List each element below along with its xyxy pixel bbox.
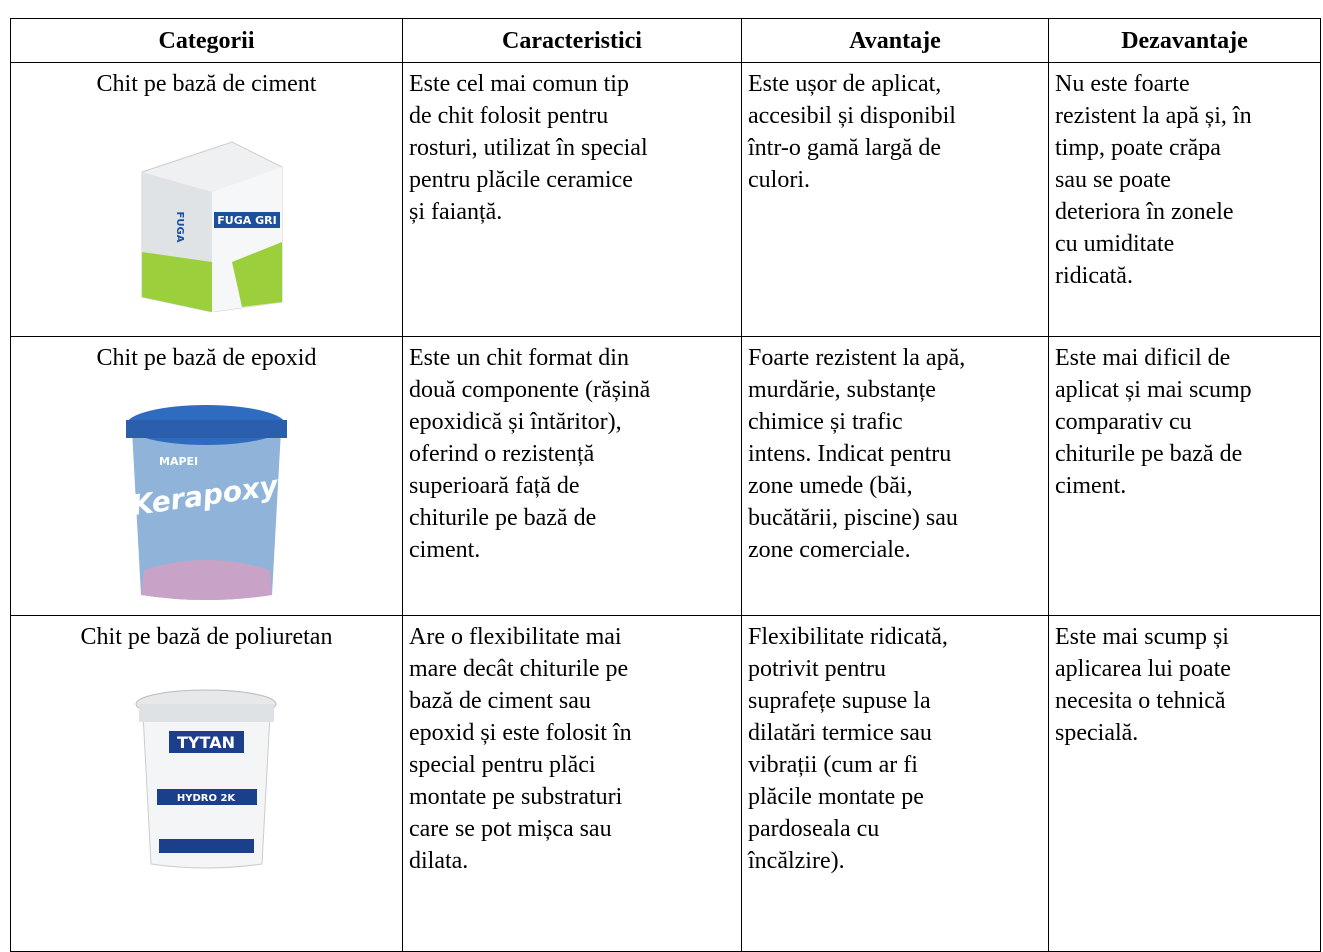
text-line: rosturi, utilizat în special: [409, 135, 648, 161]
category-cell: Chit pe bază de poliuretan TYTAN HYDRO 2…: [10, 615, 403, 952]
text-line: montate pe substraturi: [409, 784, 623, 810]
table-row: Chit pe bază de ciment FUGA GRI FUGA Est…: [10, 62, 1321, 337]
text-line: Are o flexibilitate mai: [409, 624, 622, 650]
text-line: într-o gamă largă de: [748, 135, 941, 161]
table-row: Chit pe bază de poliuretan TYTAN HYDRO 2…: [10, 615, 1321, 952]
category-name: Chit pe bază de poliuretan: [80, 624, 333, 650]
text-line: mare decât chiturile pe: [409, 656, 629, 682]
text-line: dilata.: [409, 848, 469, 874]
category-name: Chit pe bază de epoxid: [96, 345, 317, 371]
comparison-table: Categorii Caracteristici Avantaje Dezava…: [10, 18, 1321, 952]
text-line: murdărie, substanțe: [748, 377, 936, 403]
header-row: Categorii Caracteristici Avantaje Dezava…: [10, 18, 1321, 63]
text-line: două componente (rășină: [409, 377, 651, 403]
text-line: necesita o tehnică: [1055, 688, 1226, 714]
text-line: Nu este foarte: [1055, 71, 1190, 97]
product-image: TYTAN HYDRO 2K: [135, 689, 277, 869]
text-line: sau se poate: [1055, 167, 1171, 193]
text-cell: Flexibilitate ridicată, potrivit pentru su…: [741, 615, 1049, 952]
text-line: culori.: [748, 167, 810, 193]
image-text: FUGA: [174, 212, 185, 243]
text-line: ciment.: [409, 537, 481, 563]
text-line: deteriora în zonele: [1055, 199, 1234, 225]
text-line: Flexibilitate ridicată,: [748, 624, 948, 650]
text-line: comparativ cu: [1055, 409, 1192, 435]
category-name: Chit pe bază de ciment: [96, 71, 317, 97]
text-line: bază de ciment sau: [409, 688, 591, 714]
text-line: plăcile montate pe: [748, 784, 924, 810]
text-line: Este mai dificil de: [1055, 345, 1231, 371]
text-line: zone umede (băi,: [748, 473, 913, 499]
text-line: bucătării, piscine) sau: [748, 505, 958, 531]
text-line: superioară față de: [409, 473, 580, 499]
text-cell: Are o flexibilitate mai mare decât chitur…: [402, 615, 742, 952]
text-line: încălzire).: [748, 848, 845, 874]
text-line: epoxid și este folosit în: [409, 720, 632, 746]
text-line: ciment.: [1055, 473, 1127, 499]
text-line: intens. Indicat pentru: [748, 441, 952, 467]
image-text: TYTAN: [177, 733, 235, 752]
text-line: dilatări termice sau: [748, 720, 932, 746]
text-cell: Este ușor de aplicat, accesibil și dispon…: [741, 62, 1049, 337]
header-cell: Dezavantaje: [1048, 18, 1321, 63]
text-cell: Este mai scump și aplicarea lui poate nece…: [1048, 615, 1321, 952]
text-line: de chit folosit pentru: [409, 103, 609, 129]
text-line: rezistent la apă și, în: [1055, 103, 1252, 129]
product-image: FUGA GRI FUGA: [141, 141, 282, 312]
category-cell: Chit pe bază de ciment FUGA GRI FUGA: [10, 62, 403, 337]
text-line: ridicată.: [1055, 263, 1133, 289]
header-cell: Avantaje: [741, 18, 1049, 63]
text-line: suprafețe supuse la: [748, 688, 931, 714]
text-line: potrivit pentru: [748, 656, 886, 682]
text-line: special pentru plăci: [409, 752, 596, 778]
category-cell: Chit pe bază de epoxid MAPEI Kerapoxy: [10, 336, 403, 616]
text-line: oferind o rezistență: [409, 441, 595, 467]
text-cell: Foarte rezistent la apă, murdărie, substa…: [741, 336, 1049, 616]
text-cell: Este mai dificil de aplicat și mai scump c…: [1048, 336, 1321, 616]
text-line: Este mai scump și: [1055, 624, 1229, 650]
text-line: chiturile pe bază de: [1055, 441, 1243, 467]
text-line: specială.: [1055, 720, 1139, 746]
product-image: MAPEI Kerapoxy: [126, 405, 287, 600]
image-text: FUGA GRI: [217, 214, 276, 227]
text-line: aplicarea lui poate: [1055, 656, 1231, 682]
text-line: chiturile pe bază de: [409, 505, 597, 531]
image-text: MAPEI: [159, 455, 198, 468]
text-line: pentru plăcile ceramice: [409, 167, 633, 193]
text-line: vibrații (cum ar fi: [748, 752, 918, 778]
text-line: zone comerciale.: [748, 537, 911, 563]
text-line: și faianță.: [409, 199, 503, 225]
text-line: Este ușor de aplicat,: [748, 71, 942, 97]
image-text: HYDRO 2K: [177, 793, 237, 804]
text-cell: Este cel mai comun tip de chit folosit pe…: [402, 62, 742, 337]
table-row: Chit pe bază de epoxid MAPEI Kerapoxy Es…: [10, 336, 1321, 616]
text-line: cu umiditate: [1055, 231, 1175, 257]
text-line: chimice și trafic: [748, 409, 903, 435]
text-line: Foarte rezistent la apă,: [748, 345, 966, 371]
text-line: aplicat și mai scump: [1055, 377, 1252, 403]
header-cell: Caracteristici: [402, 18, 742, 63]
text-line: pardoseala cu: [748, 816, 880, 842]
text-line: care se pot mișca sau: [409, 816, 612, 842]
text-line: Este cel mai comun tip: [409, 71, 629, 97]
text-line: Este un chit format din: [409, 345, 629, 371]
text-line: epoxidică și întăritor),: [409, 409, 622, 435]
text-cell: Este un chit format din două componente (…: [402, 336, 742, 616]
text-line: timp, poate crăpa: [1055, 135, 1221, 161]
text-cell: Nu este foarte rezistent la apă și, în tim…: [1048, 62, 1321, 337]
text-line: accesibil și disponibil: [748, 103, 956, 129]
header-cell: Categorii: [10, 18, 403, 63]
